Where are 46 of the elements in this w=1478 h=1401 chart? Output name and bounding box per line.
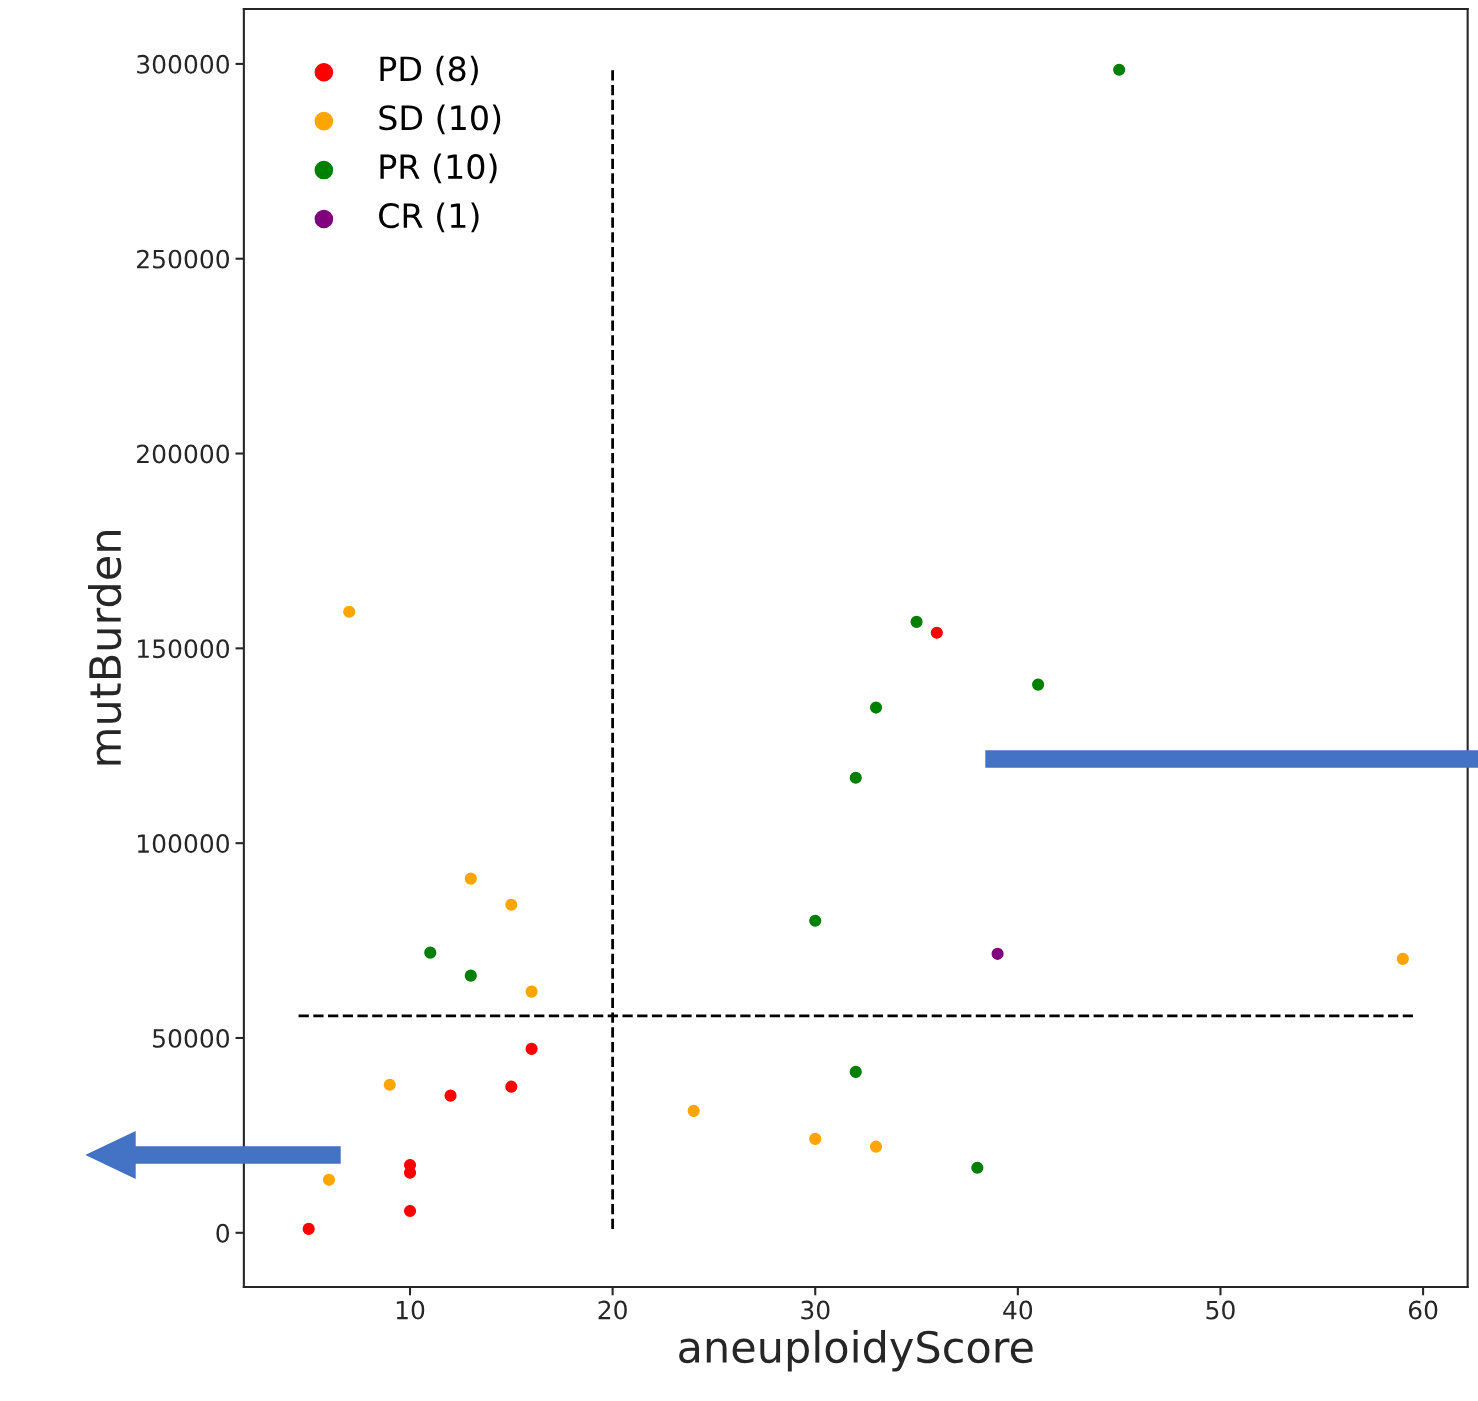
legend-label: PD (8) xyxy=(380,55,478,86)
y-tick-label: 100000 xyxy=(137,834,230,854)
point xyxy=(322,1173,336,1186)
point xyxy=(464,872,477,885)
point xyxy=(1396,952,1409,965)
point xyxy=(809,1132,822,1145)
point xyxy=(869,1140,883,1153)
point xyxy=(849,771,862,784)
point xyxy=(910,615,923,628)
point xyxy=(1113,63,1126,76)
point xyxy=(1032,678,1045,691)
y-tick-label: 0 xyxy=(216,1223,230,1243)
point xyxy=(930,626,943,639)
point xyxy=(809,914,822,927)
y-tick-label: 150000 xyxy=(137,639,230,659)
point xyxy=(383,1078,396,1091)
y-tick-label: 200000 xyxy=(137,444,230,464)
point xyxy=(403,1204,417,1218)
point xyxy=(849,1065,862,1078)
x-axis-title: aneuploidyScore xyxy=(679,1329,1033,1372)
point xyxy=(971,1161,984,1174)
point xyxy=(869,701,883,714)
point xyxy=(424,946,437,959)
point xyxy=(991,947,1004,960)
point xyxy=(302,1222,315,1235)
point xyxy=(687,1104,700,1117)
x-tick-label: 20 xyxy=(598,1300,627,1320)
point xyxy=(505,1080,518,1093)
x-tick-label: 50 xyxy=(1206,1300,1235,1320)
point xyxy=(343,605,356,618)
point xyxy=(525,985,538,998)
x-tick-label: 10 xyxy=(396,1300,425,1320)
legend-label: PR (10) xyxy=(380,153,497,184)
legend-label: SD (10) xyxy=(379,104,501,135)
x-tick-label: 30 xyxy=(801,1300,830,1320)
point xyxy=(505,898,518,911)
y-axis-title: mutBurden xyxy=(88,531,122,765)
point xyxy=(464,969,477,982)
x-tick-label: 60 xyxy=(1408,1300,1438,1320)
legend-label: CR (1) xyxy=(379,202,479,233)
x-tick-label: 40 xyxy=(1003,1300,1033,1320)
point xyxy=(444,1089,457,1102)
point xyxy=(525,1042,538,1055)
y-tick-label: 250000 xyxy=(137,249,230,269)
y-tick-label: 300000 xyxy=(137,54,230,74)
y-tick-label: 50000 xyxy=(153,1028,230,1048)
